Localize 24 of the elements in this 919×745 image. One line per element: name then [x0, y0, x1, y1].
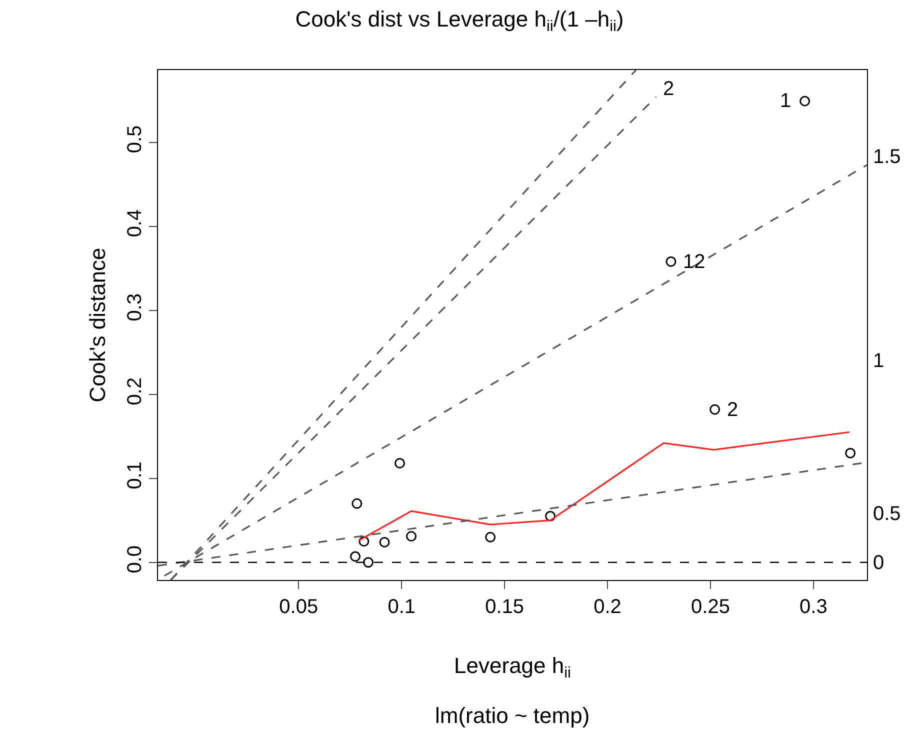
y-axis-title: Cook's distance	[84, 248, 110, 402]
y-tick-label: 0.5	[124, 125, 146, 154]
annotation: 12	[683, 251, 706, 273]
text: 0	[873, 552, 884, 574]
text: 1.5	[873, 146, 901, 168]
text: lm(ratio ~ temp)	[435, 703, 590, 728]
x-tick-label: 0.2	[594, 596, 622, 618]
y-tick-label: 0.1	[124, 461, 146, 490]
x-tick-label: 0.3	[800, 596, 828, 618]
annotation: 2	[663, 78, 674, 100]
y-tick-label: 0.2	[124, 377, 146, 406]
x-tick-label: 0.25	[691, 596, 730, 618]
y-tick-label: 0.4	[124, 209, 146, 238]
x-tick-label: 0.1	[388, 596, 416, 618]
annotation: 2	[727, 399, 738, 421]
text: 0.5	[873, 503, 901, 525]
y-tick-label: 0.0	[124, 545, 146, 574]
annotation: 1	[780, 90, 792, 112]
x-tick-label: 0.05	[279, 596, 318, 618]
chart-title: Cook's dist vs Leverage h$_{ii}$/(1 –h$_{ii}$)	[295, 6, 624, 36]
y-tick-label: 0.3	[124, 293, 146, 322]
text: 1	[873, 350, 884, 372]
x-tick-label: 0.15	[485, 596, 524, 618]
x-axis-title: Leverage h$_{ii}$	[454, 652, 571, 682]
